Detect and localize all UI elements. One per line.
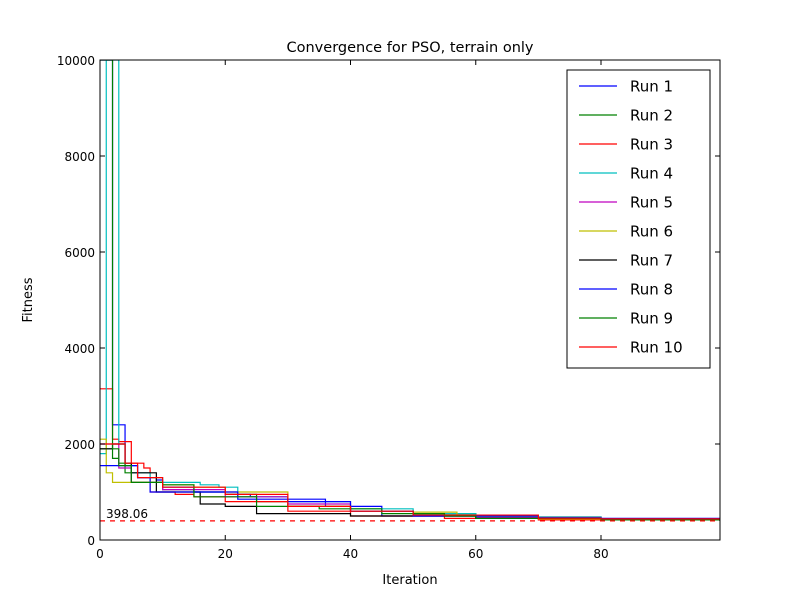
- axis-ticks: 0 20 40 60 80 0 2000 4000 6000 8000 10000: [57, 54, 720, 561]
- legend-label: Run 6: [630, 223, 673, 241]
- legend-label: Run 8: [630, 281, 673, 299]
- reference-line-group: 398.06: [100, 507, 720, 522]
- reference-line-label: 398.06: [106, 507, 148, 521]
- legend-label: Run 5: [630, 194, 673, 212]
- chart-title: Convergence for PSO, terrain only: [287, 40, 534, 56]
- legend-label: Run 2: [630, 107, 673, 125]
- series-line-run-3: [100, 388, 720, 521]
- y-tick-label: 4000: [64, 342, 95, 356]
- series-line-run-10: [100, 443, 720, 521]
- x-axis-label: Iteration: [382, 573, 437, 588]
- series-line-run-8: [100, 465, 720, 521]
- plot-lines: [100, 60, 720, 521]
- legend-label: Run 3: [630, 136, 673, 154]
- legend-label: Run 1: [630, 78, 673, 96]
- x-tick-label: 20: [218, 547, 233, 561]
- y-tick-label: 0: [87, 534, 95, 548]
- y-tick-label: 10000: [57, 54, 95, 68]
- y-axis-label: Fitness: [21, 277, 36, 322]
- y-tick-label: 2000: [64, 438, 95, 452]
- legend: Run 1 Run 2 Run 3 Run 4 Run 5 Run 6 Run 7 Run 8…: [566, 69, 711, 369]
- x-tick-label: 40: [343, 547, 358, 561]
- y-tick-label: 8000: [64, 150, 95, 164]
- x-tick-label: 0: [96, 547, 104, 561]
- legend-label: Run 9: [630, 310, 673, 328]
- x-tick-label: 60: [468, 547, 483, 561]
- legend-label: Run 10: [630, 339, 683, 357]
- series-line-run-9: [100, 60, 720, 521]
- axes-frame: [99, 59, 721, 541]
- y-tick-label: 6000: [64, 246, 95, 260]
- x-tick-label: 80: [593, 547, 608, 561]
- legend-label: Run 7: [630, 252, 673, 270]
- legend-label: Run 4: [630, 165, 673, 183]
